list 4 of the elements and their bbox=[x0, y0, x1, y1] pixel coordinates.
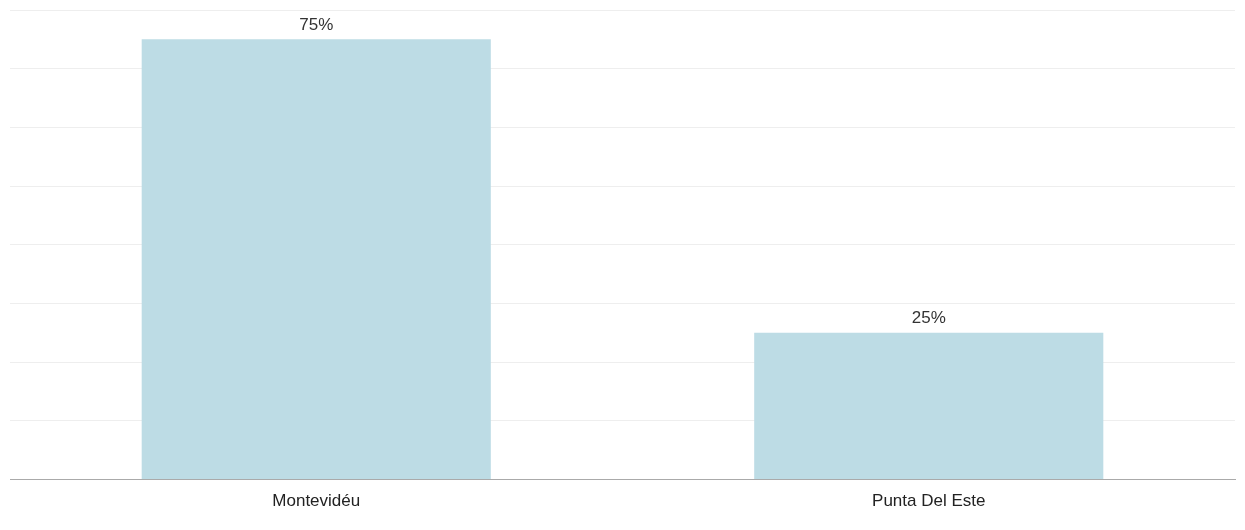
x-tick-label: Montevidéu bbox=[272, 491, 361, 511]
data-label: 75% bbox=[299, 14, 334, 34]
x-tick-label: Punta Del Este bbox=[872, 491, 986, 511]
data-label: 25% bbox=[911, 308, 946, 328]
